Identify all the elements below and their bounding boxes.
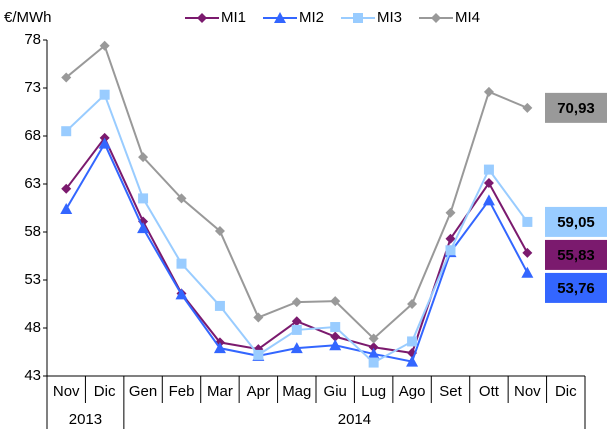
x-tick-label: Set <box>439 383 462 400</box>
value-label: 55,83 <box>557 247 595 264</box>
data-point <box>330 322 341 333</box>
data-point <box>483 86 494 97</box>
value-label: 59,05 <box>557 214 595 231</box>
value-label-box <box>545 92 607 123</box>
data-point <box>98 137 111 149</box>
data-point <box>368 357 379 368</box>
legend-marker <box>431 13 441 23</box>
data-point <box>407 336 418 347</box>
data-point <box>329 339 342 351</box>
legend-marker <box>353 13 363 23</box>
data-point <box>522 102 533 113</box>
data-point <box>406 355 419 367</box>
data-point <box>483 164 494 175</box>
data-point <box>291 297 302 308</box>
data-point <box>99 40 110 51</box>
legend-marker <box>274 12 286 23</box>
data-point <box>367 347 380 359</box>
value-label-box <box>545 272 607 303</box>
data-point <box>483 178 494 189</box>
data-point <box>291 324 302 335</box>
x-tick-label: Nov <box>53 383 80 400</box>
data-point <box>330 331 341 342</box>
data-point <box>291 316 302 327</box>
data-point <box>445 245 456 256</box>
legend-label: MI3 <box>377 9 402 26</box>
x-tick-label: Gen <box>129 383 157 400</box>
y-unit: €/MWh <box>4 9 52 26</box>
series-line <box>65 44 528 340</box>
data-point <box>61 126 72 137</box>
data-point <box>99 89 110 100</box>
data-point <box>214 226 225 237</box>
legend-label: MI4 <box>455 9 480 26</box>
data-point <box>138 152 149 163</box>
x-tick-label: Apr <box>247 383 270 400</box>
group-label: 2014 <box>338 411 371 428</box>
data-point <box>60 202 73 214</box>
legend-label: MI1 <box>221 9 246 26</box>
legend-label: MI2 <box>299 9 324 26</box>
data-point <box>176 258 187 269</box>
x-tick-label: Feb <box>169 383 195 400</box>
x-tick-label: Ago <box>399 383 426 400</box>
data-point <box>61 72 72 83</box>
y-tick-label: 73 <box>24 79 41 96</box>
data-point <box>214 300 225 311</box>
y-tick-label: 48 <box>24 319 41 336</box>
x-tick-label: Lug <box>361 383 386 400</box>
group-label: 2013 <box>69 411 102 428</box>
y-tick-label: 53 <box>24 271 41 288</box>
data-point <box>522 247 533 258</box>
y-tick-label: 68 <box>24 127 41 144</box>
data-point <box>521 266 534 278</box>
data-point <box>137 222 150 234</box>
x-tick-label: Mar <box>207 383 233 400</box>
value-label-box <box>545 239 607 270</box>
value-label-box <box>545 206 607 237</box>
data-point <box>522 216 533 227</box>
x-tick-label: Dic <box>94 383 116 400</box>
y-tick-label: 78 <box>24 31 41 48</box>
data-point <box>61 183 72 194</box>
data-point <box>138 193 149 204</box>
data-point <box>482 194 495 206</box>
data-point <box>330 296 341 307</box>
data-point <box>213 342 226 354</box>
value-label: 70,93 <box>557 100 595 117</box>
y-tick-label: 63 <box>24 175 41 192</box>
data-point <box>407 299 418 309</box>
data-point <box>290 342 303 354</box>
x-tick-label: Giu <box>324 383 347 400</box>
y-tick-label: 58 <box>24 223 41 240</box>
data-point <box>445 207 456 218</box>
x-tick-label: Nov <box>514 383 541 400</box>
value-label: 53,76 <box>557 280 595 297</box>
data-point <box>445 233 456 244</box>
x-tick-label: Dic <box>555 383 577 400</box>
x-tick-label: Mag <box>282 383 311 400</box>
x-tick-label: Ott <box>479 383 500 400</box>
data-point <box>175 288 188 300</box>
data-point <box>253 312 264 323</box>
data-point <box>368 342 379 353</box>
data-point <box>253 349 264 360</box>
y-tick-label: 43 <box>24 367 41 384</box>
legend-marker <box>197 13 207 23</box>
data-point <box>368 333 379 344</box>
data-point <box>176 193 187 204</box>
